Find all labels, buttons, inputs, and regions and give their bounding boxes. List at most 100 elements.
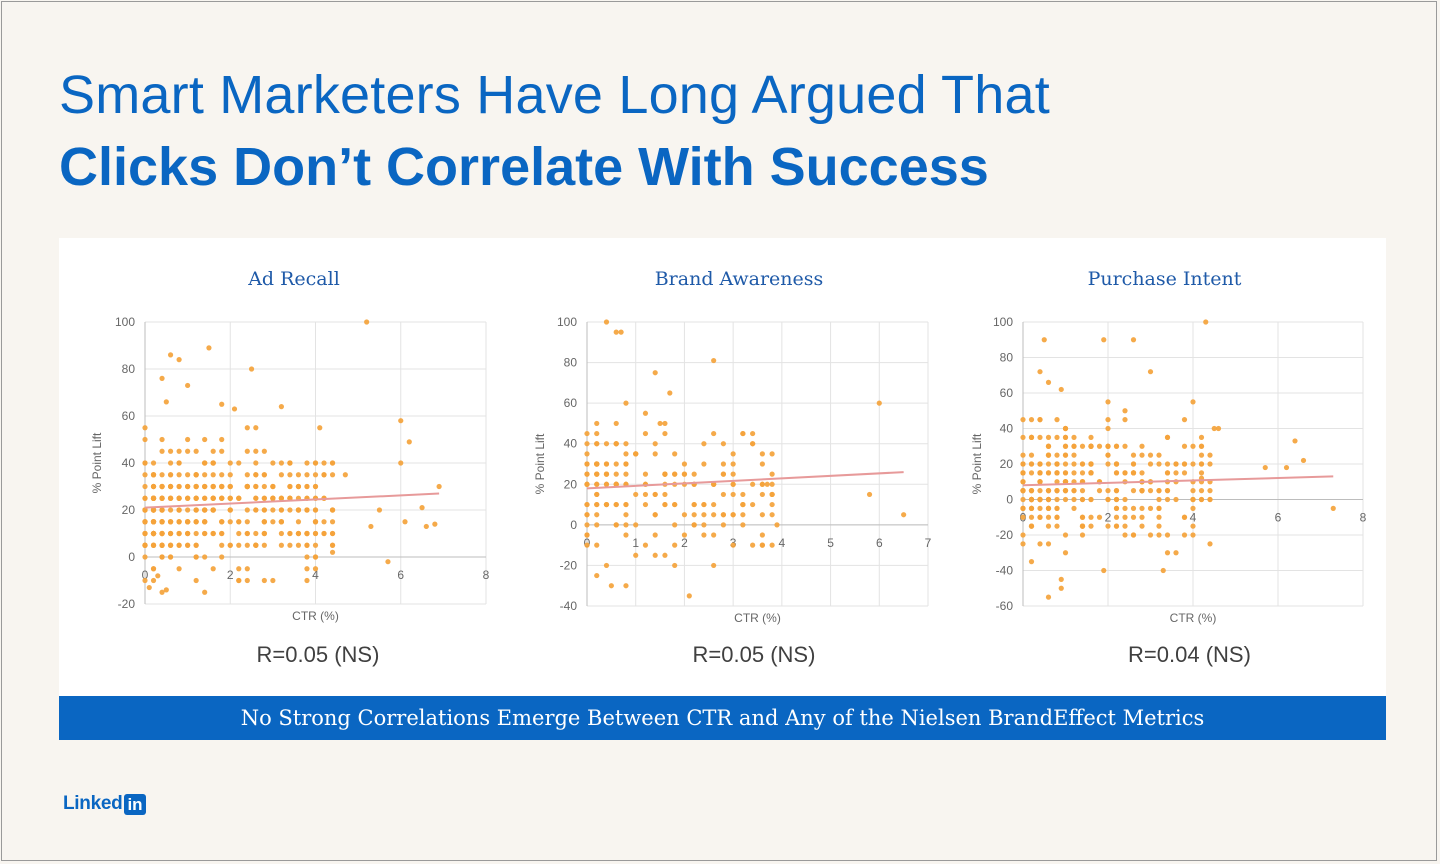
data-point	[594, 522, 600, 528]
scatter-plot: -20 0 20 40 60 80 100 0 2 4 6 8 CTR (%) % Point Lift	[90, 315, 490, 623]
data-point	[681, 512, 688, 518]
data-point	[304, 554, 310, 560]
data-point	[1300, 457, 1307, 464]
data-point	[1122, 417, 1128, 423]
data-point	[1164, 461, 1171, 467]
data-point	[691, 501, 697, 508]
data-point	[206, 345, 212, 351]
data-point	[1147, 488, 1154, 494]
data-point	[657, 420, 663, 427]
data-point	[423, 523, 429, 530]
data-point	[720, 522, 726, 528]
data-point	[261, 507, 267, 513]
data-point	[711, 430, 717, 437]
data-point	[1071, 452, 1077, 458]
data-point	[1164, 488, 1171, 494]
x-tick-label: 4	[779, 536, 786, 550]
data-point	[1198, 488, 1205, 494]
data-point	[730, 481, 736, 487]
data-point	[1079, 461, 1086, 467]
data-point	[769, 481, 775, 487]
data-point	[1101, 337, 1107, 343]
data-point	[1037, 434, 1043, 440]
data-point	[312, 566, 319, 572]
data-point	[278, 495, 284, 501]
data-point	[623, 532, 629, 538]
y-tick-label: 40	[122, 456, 136, 470]
data-point	[1156, 488, 1162, 494]
data-point	[642, 430, 649, 437]
x-axis-label: CTR (%)	[734, 611, 781, 625]
data-point	[287, 542, 293, 548]
data-point	[159, 375, 165, 381]
data-point	[278, 507, 284, 513]
y-tick-label: 80	[564, 356, 578, 370]
data-point	[730, 471, 736, 477]
page-title-line2: Clicks Don’t Correlate With Success	[59, 137, 989, 197]
data-point	[1215, 425, 1222, 432]
data-point	[652, 512, 658, 518]
data-point	[167, 519, 174, 525]
data-point	[1054, 488, 1060, 494]
data-point	[1054, 461, 1060, 467]
data-point	[185, 519, 191, 525]
y-tick-label: 20	[122, 503, 136, 517]
data-point	[329, 472, 336, 478]
data-point	[740, 512, 746, 518]
data-point	[219, 519, 225, 525]
data-point	[159, 472, 165, 478]
data-point	[1198, 434, 1205, 440]
data-point	[618, 329, 624, 335]
x-tick-label: 8	[483, 568, 490, 582]
data-point	[1181, 514, 1188, 520]
data-point	[142, 472, 148, 478]
data-point	[253, 460, 259, 466]
data-point	[176, 495, 182, 501]
data-point	[584, 451, 590, 457]
data-point	[261, 519, 267, 525]
x-tick-label: 2	[227, 568, 234, 582]
data-point	[1079, 488, 1086, 494]
data-point	[142, 507, 148, 513]
data-point	[150, 519, 157, 525]
data-point	[1181, 461, 1188, 467]
data-point	[1173, 496, 1179, 503]
data-point	[759, 512, 765, 518]
data-point	[295, 519, 302, 525]
data-point	[227, 460, 233, 466]
data-point	[244, 577, 250, 584]
data-point	[603, 481, 610, 487]
data-point	[253, 507, 259, 513]
data-point	[1113, 443, 1120, 449]
data-point	[278, 472, 284, 478]
data-point	[1113, 470, 1120, 476]
data-point	[642, 471, 649, 477]
data-point	[1028, 461, 1035, 467]
data-point	[1062, 425, 1069, 432]
data-point	[1122, 514, 1128, 520]
trend-line	[144, 492, 440, 509]
data-point	[1130, 514, 1137, 520]
data-point	[248, 366, 255, 372]
data-point	[261, 483, 267, 490]
x-tick-label: 8	[1360, 511, 1367, 525]
data-point	[236, 530, 242, 537]
data-point	[219, 448, 225, 454]
data-point	[672, 501, 678, 508]
data-point	[402, 519, 408, 525]
data-point	[1062, 488, 1069, 494]
data-point	[1020, 479, 1026, 485]
correlation-label: R=0.05 (NS)	[256, 642, 380, 667]
data-point	[261, 530, 267, 537]
data-point	[701, 441, 707, 447]
data-point	[613, 461, 619, 467]
data-point	[1190, 496, 1196, 503]
data-point	[613, 471, 619, 477]
data-point	[193, 554, 199, 560]
data-point	[202, 507, 208, 513]
data-point	[159, 507, 165, 513]
data-point	[1130, 532, 1137, 538]
data-point	[1088, 461, 1094, 467]
data-point	[150, 577, 157, 584]
data-point	[1045, 496, 1052, 503]
